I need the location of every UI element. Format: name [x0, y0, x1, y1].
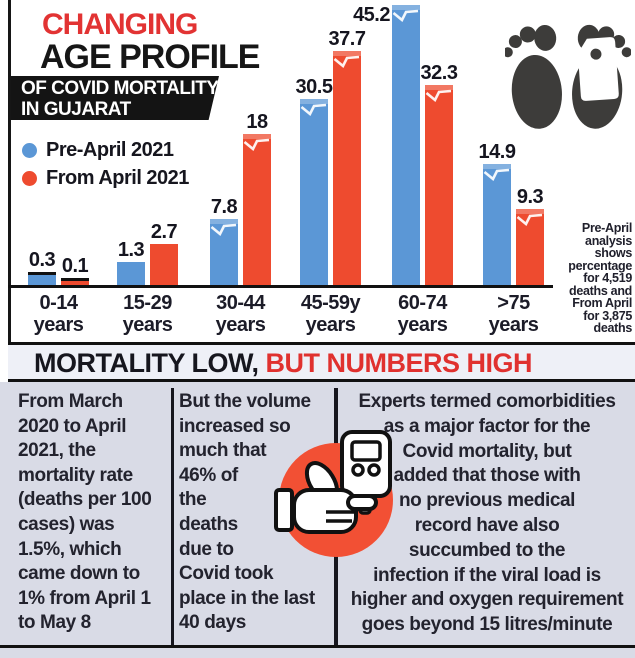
- bar-value-label: 45.2: [353, 4, 390, 26]
- bar-value-label: 0.3: [28, 249, 56, 271]
- bar-series0-group5: [483, 164, 511, 285]
- section-headline: MORTALITY LOW, BUT NUMBERS HIGH: [34, 348, 532, 379]
- legend-item-pre-april: Pre-April 2021: [22, 139, 174, 162]
- bar-series1-group1: [150, 244, 178, 285]
- bar-series0-group0: [28, 272, 56, 285]
- text-column-volume: But the volume increased so much that 46…: [179, 391, 315, 634]
- title-line-2: AGE PROFILE: [40, 38, 260, 76]
- bar-value-label: 32.3: [420, 62, 458, 84]
- hand-holding-oximeter-icon: [274, 430, 393, 557]
- x-axis-line: [8, 285, 553, 288]
- bar-value-label: 9.3: [516, 186, 544, 208]
- horizontal-rule: [8, 379, 635, 382]
- x-axis-category-label: 15-29 years: [122, 292, 173, 336]
- legend-label: Pre-April 2021: [46, 139, 174, 161]
- left-border-rule: [8, 0, 11, 648]
- x-axis-category-label: 0-14 years: [33, 292, 84, 336]
- headline-red-part: BUT NUMBERS HIGH: [265, 348, 532, 378]
- headline-band: [8, 345, 635, 379]
- headline-black-part: MORTALITY LOW,: [34, 348, 266, 378]
- x-axis-category-label: >75 years: [488, 292, 539, 336]
- horizontal-rule: [0, 645, 635, 648]
- bar-series1-group4: [425, 85, 453, 285]
- bar-chart: 0.3 1.3 7.8 30.5 45.2 14.9 0.1 2.7 18 37.7 32.3 9.3…: [28, 4, 544, 336]
- bar-series1-group0: [61, 278, 89, 285]
- legend-item-from-april: From April 2021: [22, 167, 189, 190]
- bar-value-label: 1.3: [117, 239, 145, 261]
- chart-footnote: Pre-April analysis shows percentage for …: [568, 221, 632, 335]
- legend-dot-blue-icon: [22, 143, 37, 158]
- bar-series0-group3: [300, 99, 328, 285]
- legend-dot-red-icon: [22, 171, 37, 186]
- title-line-1: CHANGING: [42, 8, 198, 41]
- bar-value-label: 30.5: [295, 76, 333, 98]
- bar-series1-group5: [516, 209, 544, 285]
- legend-label: From April 2021: [46, 167, 189, 189]
- column-divider: [171, 388, 174, 645]
- bar-series1-group2: [243, 134, 271, 285]
- bar-series0-group2: [210, 219, 238, 285]
- bar-value-label: 14.9: [478, 141, 516, 163]
- x-axis-category-label: 60-74 years: [397, 292, 448, 336]
- text-column-comorbidities: Experts termed comorbidities as a major …: [350, 391, 624, 636]
- x-axis-category-label: 45-59y years: [300, 292, 361, 336]
- x-axis-category-label: 30-44 years: [215, 292, 266, 336]
- bar-series0-group4: [392, 5, 420, 285]
- bar-value-label: 0.1: [61, 255, 89, 277]
- bar-value-label: 2.7: [150, 221, 178, 243]
- bar-value-label: 18: [246, 111, 268, 133]
- bar-value-label: 37.7: [328, 28, 366, 50]
- feet-with-toe-tag-icon: [505, 24, 631, 129]
- horizontal-rule: [8, 342, 635, 345]
- bar-series1-group3: [333, 51, 361, 285]
- bar-value-label: 7.8: [210, 196, 238, 218]
- title-banner: OF COVID MORTALITY IN GUJARAT: [11, 76, 219, 120]
- bar-series0-group1: [117, 262, 145, 285]
- text-column-mortality-rate: From March 2020 to April 2021, the morta…: [18, 391, 152, 634]
